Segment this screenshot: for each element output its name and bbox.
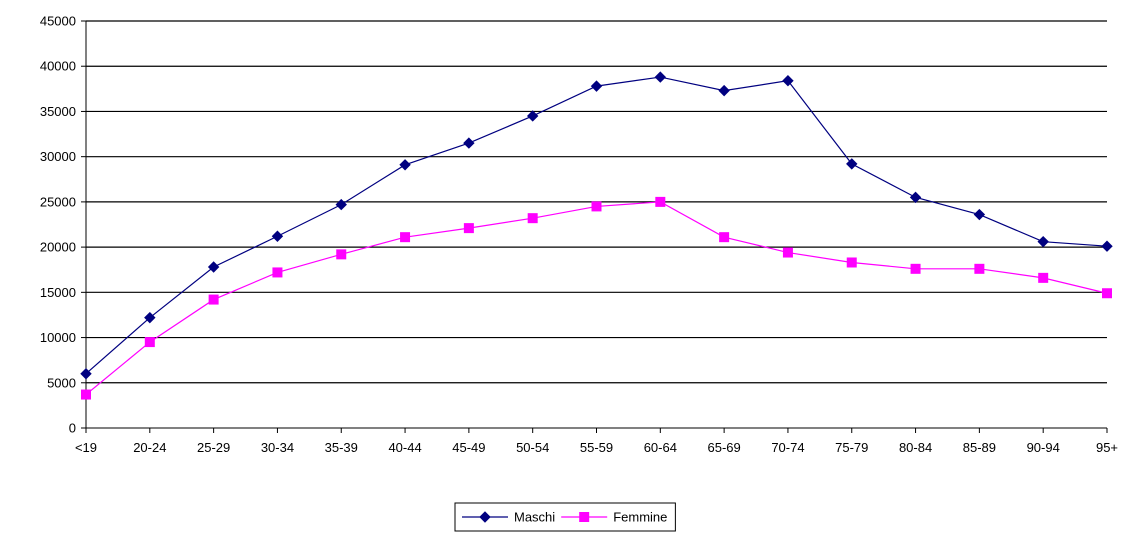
- legend-item-femmine: Femmine: [561, 510, 667, 525]
- data-point-diamond: [590, 80, 603, 92]
- x-tick-label: <19: [75, 440, 97, 455]
- x-tick-label: 95+: [1096, 440, 1118, 455]
- x-tick-label: 35-39: [325, 440, 358, 455]
- data-point-diamond: [144, 311, 156, 324]
- y-tick-label: 30000: [40, 149, 76, 164]
- series-group: [80, 71, 1113, 400]
- y-tick-label: 10000: [40, 330, 76, 345]
- y-axis-ticks: 0 5000 10000 15000 20000 25000 30000 35000 40000…: [40, 14, 86, 436]
- data-point-square: [272, 267, 283, 278]
- x-tick-label: 25-29: [197, 440, 230, 455]
- data-point-square: [655, 196, 666, 207]
- data-point-diamond: [718, 84, 730, 97]
- data-point-diamond: [399, 159, 411, 171]
- data-point-square: [974, 263, 985, 274]
- data-point-square: [208, 294, 219, 305]
- data-point-diamond: [80, 368, 92, 380]
- x-tick-label: 20-24: [133, 440, 166, 455]
- data-point-square: [336, 249, 347, 260]
- data-point-diamond: [271, 230, 284, 242]
- data-point-diamond: [909, 191, 922, 204]
- x-tick-label: 50-54: [516, 440, 549, 455]
- data-point-diamond: [463, 137, 475, 149]
- data-point-diamond: [654, 71, 667, 83]
- x-tick-label: 90-94: [1027, 440, 1060, 455]
- legend: Maschi Femmine: [454, 502, 676, 532]
- x-tick-label: 70-74: [771, 440, 804, 455]
- series-maschi: [80, 71, 1113, 380]
- data-point-diamond: [479, 511, 491, 523]
- data-point-square: [719, 232, 730, 243]
- x-tick-label: 65-69: [708, 440, 741, 455]
- x-tick-label: 75-79: [835, 440, 868, 455]
- data-point-square: [144, 337, 155, 348]
- data-point-diamond: [1037, 235, 1049, 248]
- legend-label: Maschi: [514, 510, 555, 525]
- y-tick-label: 20000: [40, 240, 76, 255]
- data-point-diamond: [526, 110, 539, 122]
- data-point-square: [846, 257, 857, 268]
- y-tick-label: 25000: [40, 194, 76, 209]
- data-point-square: [910, 263, 921, 274]
- data-point-square: [782, 247, 793, 258]
- series-femmine: [81, 196, 1112, 400]
- y-tick-label: 15000: [40, 285, 76, 300]
- x-tick-label: 40-44: [388, 440, 421, 455]
- data-point-square: [591, 201, 602, 212]
- y-tick-label: 35000: [40, 104, 76, 119]
- data-point-square: [400, 232, 411, 243]
- data-point-diamond: [846, 158, 858, 170]
- y-tick-label: 40000: [40, 59, 76, 74]
- y-tick-label: 5000: [47, 375, 76, 390]
- data-point-diamond: [1101, 240, 1113, 252]
- x-tick-label: 55-59: [580, 440, 613, 455]
- data-point-square: [527, 213, 538, 224]
- x-tick-label: 60-64: [644, 440, 677, 455]
- x-tick-label: 85-89: [963, 440, 996, 455]
- x-tick-label: 80-84: [899, 440, 932, 455]
- data-point-square: [81, 389, 91, 400]
- data-point-diamond: [335, 198, 347, 211]
- y-tick-label: 0: [69, 421, 76, 436]
- data-point-diamond: [782, 74, 794, 87]
- data-point-diamond: [973, 208, 986, 221]
- data-point-square: [1038, 272, 1049, 283]
- legend-item-maschi: Maschi: [462, 510, 555, 525]
- data-point-square: [579, 512, 590, 522]
- series-line: [85, 201, 1108, 395]
- data-point-square: [1102, 288, 1112, 299]
- legend-label: Femmine: [613, 510, 667, 525]
- series-line: [85, 76, 1108, 375]
- data-point-square: [463, 223, 474, 234]
- y-tick-label: 45000: [40, 14, 76, 29]
- x-tick-label: 30-34: [261, 440, 294, 455]
- data-point-diamond: [207, 261, 220, 273]
- x-axis-ticks: <19 20-24 25-29 30-34 35-39 40-44 45-49 50-54 55…: [75, 428, 1118, 455]
- x-tick-label: 45-49: [452, 440, 485, 455]
